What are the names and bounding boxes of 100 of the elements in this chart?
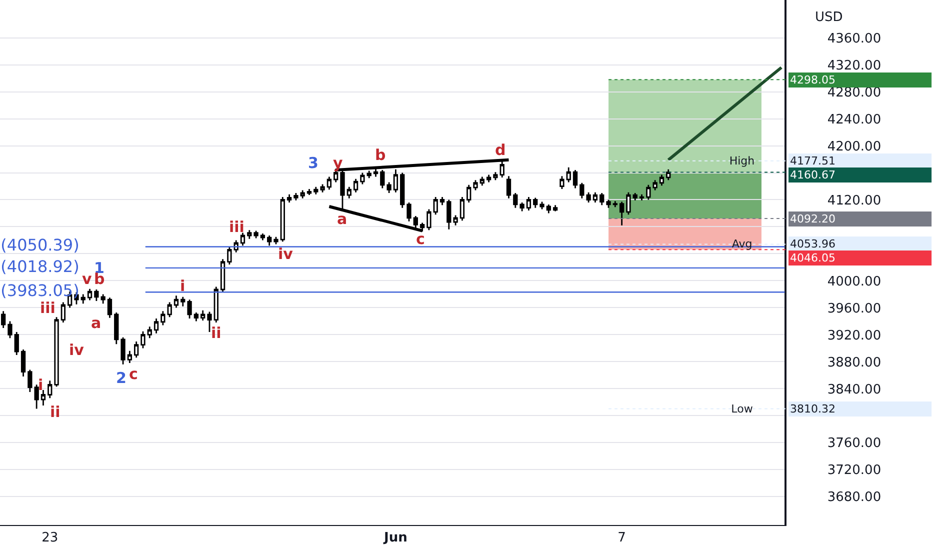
annotation: y	[333, 154, 343, 172]
candlestick	[214, 286, 218, 324]
y-tick-label: 3840.00	[827, 382, 882, 398]
annotation: a	[91, 314, 102, 332]
candlestick	[346, 186, 352, 200]
candlestick	[446, 199, 452, 230]
y-tick-label: 3680.00	[827, 490, 882, 506]
candlestick	[586, 192, 591, 204]
y-tick-label: 3760.00	[827, 436, 882, 452]
candlestick	[460, 196, 465, 222]
candlestick	[100, 294, 106, 304]
candlestick	[207, 311, 212, 333]
candlestick	[254, 230, 258, 239]
ref-line-label: (3983.05)	[0, 281, 80, 300]
candlestick	[626, 192, 631, 216]
annotation: iv	[278, 245, 294, 263]
annotation: ii	[211, 324, 222, 342]
candlestick	[639, 194, 644, 202]
candlestick	[154, 318, 159, 334]
candlestick	[533, 197, 538, 209]
candlestick	[600, 192, 604, 206]
ref-line-label: 3810.32	[790, 402, 836, 416]
candlestick	[227, 246, 232, 266]
candlestick	[280, 196, 285, 242]
candlestick	[300, 190, 305, 200]
candlestick	[513, 192, 518, 209]
candlestick	[572, 169, 578, 189]
y-tick-label: 4000.00	[827, 274, 882, 290]
ref-line-label: 4092.20	[790, 212, 836, 226]
candlestick	[612, 200, 618, 208]
ref-line-label: 4177.51	[790, 154, 836, 168]
candlestick	[426, 208, 432, 231]
annotation: i	[38, 376, 44, 394]
y-tick-label: 4320.00	[827, 58, 882, 74]
candlestick	[466, 184, 472, 204]
y-tick-label: 3920.00	[827, 328, 882, 344]
candlestick	[400, 172, 405, 209]
candlestick	[659, 174, 664, 186]
candlestick	[267, 234, 272, 246]
candlestick	[646, 184, 651, 200]
candlestick	[120, 336, 126, 366]
annotation: a	[337, 210, 348, 228]
candlestick	[632, 192, 638, 202]
annotation: i	[180, 277, 186, 295]
candlestick	[200, 310, 206, 322]
ref-line-label: (4050.39)	[0, 236, 80, 255]
candlestick	[220, 258, 226, 292]
candlestick	[666, 168, 671, 181]
ref-line-label: (4018.92)	[0, 256, 80, 276]
annotation: iii	[229, 218, 244, 236]
candlestick	[167, 302, 172, 318]
x-tick-label: 7	[618, 530, 626, 546]
candlestick	[360, 172, 365, 185]
candlestick	[473, 179, 478, 191]
candlestick	[240, 232, 246, 246]
candlestick	[80, 294, 86, 304]
candlestick	[60, 302, 66, 324]
candlestick	[592, 192, 598, 204]
candlestick	[386, 182, 392, 194]
candlestick	[127, 350, 132, 364]
candlestick	[440, 196, 445, 206]
candlestick	[520, 202, 524, 212]
candlestick	[20, 348, 26, 378]
candlestick	[320, 184, 325, 194]
candlestick	[480, 176, 484, 186]
candlestick	[180, 296, 186, 308]
y-tick-label: 3720.00	[827, 463, 882, 478]
candlestick	[566, 166, 571, 183]
annotation: High	[729, 154, 755, 168]
candlestick	[40, 389, 46, 406]
candlestick	[274, 236, 278, 245]
ref-line-label: 4053.96	[790, 238, 836, 250]
y-tick-label: 4120.00	[827, 193, 882, 208]
candlestick	[540, 201, 544, 210]
candlestick	[506, 175, 512, 200]
candlestick	[326, 176, 332, 190]
annotation: Low	[731, 402, 753, 416]
candlestick	[87, 288, 92, 301]
candlestick	[433, 196, 438, 216]
annotation: ii	[50, 403, 60, 421]
candlestick	[493, 171, 498, 181]
annotation: c	[416, 230, 425, 248]
candlestick	[174, 294, 179, 308]
candlestick	[187, 298, 192, 320]
candlestick	[8, 320, 12, 339]
y-tick-label: 4360.00	[827, 31, 882, 46]
x-tick-label: 23	[42, 530, 58, 546]
candlestick	[619, 201, 624, 226]
ref-line-label: 4298.05	[790, 74, 836, 86]
candlestick	[147, 326, 152, 339]
candlestick	[560, 175, 564, 190]
candlestick	[247, 229, 252, 240]
candlestick	[1, 310, 6, 329]
candlestick	[546, 204, 551, 214]
candlestick	[413, 215, 418, 229]
candlestick	[54, 316, 59, 388]
annotation: b	[375, 146, 386, 164]
candlestick	[306, 188, 312, 196]
annotation: v	[82, 270, 92, 288]
candlestick	[286, 194, 292, 204]
